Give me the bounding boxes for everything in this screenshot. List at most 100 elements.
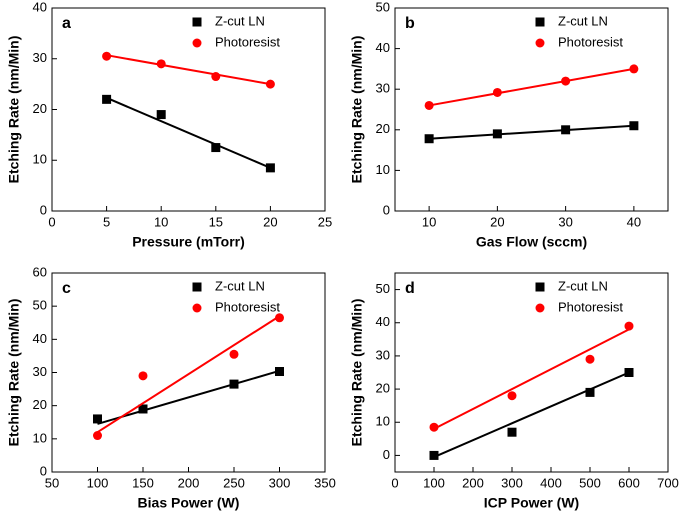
- marker: [629, 121, 639, 131]
- x-tick-label: 200: [462, 475, 484, 490]
- marker: [211, 72, 221, 82]
- marker: [429, 450, 439, 460]
- y-tick-label: 50: [376, 0, 390, 14]
- marker: [492, 129, 502, 139]
- marker: [229, 379, 239, 389]
- panel-label: a: [62, 15, 71, 32]
- x-tick-label: 200: [178, 475, 200, 490]
- y-tick-label: 10: [33, 152, 47, 167]
- marker: [561, 125, 571, 135]
- x-tick-label: 5: [103, 214, 110, 229]
- x-tick-label: 10: [154, 214, 168, 229]
- fit-line: [433, 328, 630, 430]
- x-tick-label: 30: [558, 214, 572, 229]
- panel-label: b: [405, 15, 415, 32]
- y-tick-label: 30: [376, 81, 390, 96]
- x-tick-label: 350: [314, 475, 336, 490]
- x-axis-label: Bias Power (W): [138, 495, 240, 511]
- legend-marker: [192, 303, 202, 313]
- x-tick-label: 250: [223, 475, 245, 490]
- x-tick-label: 20: [490, 214, 504, 229]
- y-tick-label: 20: [33, 101, 47, 116]
- y-tick-label: 30: [33, 364, 47, 379]
- fit-line: [429, 124, 634, 140]
- x-tick-label: 100: [423, 475, 445, 490]
- y-tick-label: 0: [383, 202, 390, 217]
- panel-label: d: [405, 280, 415, 297]
- x-axis-label: ICP Power (W): [484, 495, 579, 511]
- marker: [629, 64, 639, 74]
- marker: [156, 59, 166, 69]
- x-tick-label: 15: [209, 214, 223, 229]
- x-tick-label: 700: [657, 475, 679, 490]
- fit-line: [97, 369, 280, 425]
- y-tick-label: 20: [33, 397, 47, 412]
- y-tick-label: 0: [40, 463, 47, 478]
- marker: [93, 431, 102, 441]
- x-tick-label: 10: [422, 214, 436, 229]
- y-tick-label: 50: [33, 298, 47, 313]
- y-tick-label: 10: [376, 414, 390, 429]
- legend-label: Z-cut LN: [215, 278, 265, 293]
- y-tick-label: 60: [33, 264, 47, 279]
- plot-frame: [394, 7, 669, 212]
- y-axis-label: Etching Rate (nm/Min): [349, 36, 365, 184]
- x-tick-label: 500: [579, 475, 601, 490]
- marker: [102, 94, 112, 104]
- marker: [424, 100, 434, 110]
- y-tick-label: 10: [33, 430, 47, 445]
- legend-label: Z-cut LN: [215, 13, 265, 28]
- legend-marker: [192, 17, 202, 27]
- legend-label: Z-cut LN: [558, 13, 608, 28]
- marker: [561, 76, 571, 86]
- legend-label: Photoresist: [558, 34, 623, 49]
- marker: [138, 371, 148, 381]
- y-tick-label: 40: [376, 40, 390, 55]
- plot-frame: [51, 7, 326, 212]
- marker: [429, 422, 439, 432]
- y-tick-label: 40: [33, 331, 47, 346]
- marker: [492, 87, 502, 97]
- y-axis-label: Etching Rate (nm/Min): [6, 36, 22, 184]
- marker: [424, 134, 434, 144]
- x-tick-label: 300: [269, 475, 291, 490]
- marker: [93, 414, 102, 424]
- legend-marker: [192, 282, 202, 292]
- fit-line: [106, 54, 271, 86]
- x-tick-label: 50: [45, 475, 59, 490]
- x-tick-label: 40: [627, 214, 641, 229]
- legend-marker: [535, 303, 545, 313]
- marker: [624, 321, 634, 331]
- x-axis-label: Gas Flow (sccm): [476, 234, 587, 250]
- x-tick-label: 300: [501, 475, 523, 490]
- x-tick-label: 400: [540, 475, 562, 490]
- legend-label: Photoresist: [215, 34, 280, 49]
- x-tick-label: 150: [132, 475, 154, 490]
- marker: [138, 404, 148, 414]
- y-tick-label: 0: [40, 202, 47, 217]
- marker: [585, 354, 595, 364]
- y-axis-label: Etching Rate (nm/Min): [6, 299, 22, 447]
- fit-line: [96, 315, 281, 434]
- x-tick-label: 600: [618, 475, 640, 490]
- y-axis-label: Etching Rate (nm/Min): [349, 299, 365, 447]
- marker: [229, 349, 239, 359]
- legend-label: Photoresist: [558, 299, 623, 314]
- marker: [211, 143, 221, 153]
- y-tick-label: 30: [376, 347, 390, 362]
- legend-label: Z-cut LN: [558, 278, 608, 293]
- x-tick-label: 100: [87, 475, 109, 490]
- marker: [507, 427, 517, 437]
- legend-marker: [535, 38, 545, 48]
- fit-line: [433, 371, 630, 458]
- marker: [624, 368, 634, 377]
- y-tick-label: 0: [383, 447, 390, 462]
- y-tick-label: 20: [376, 121, 390, 136]
- marker: [507, 391, 517, 401]
- marker: [275, 367, 284, 377]
- y-tick-label: 50: [376, 281, 390, 296]
- marker: [265, 163, 275, 173]
- legend-marker: [535, 17, 545, 27]
- y-tick-label: 30: [33, 50, 47, 65]
